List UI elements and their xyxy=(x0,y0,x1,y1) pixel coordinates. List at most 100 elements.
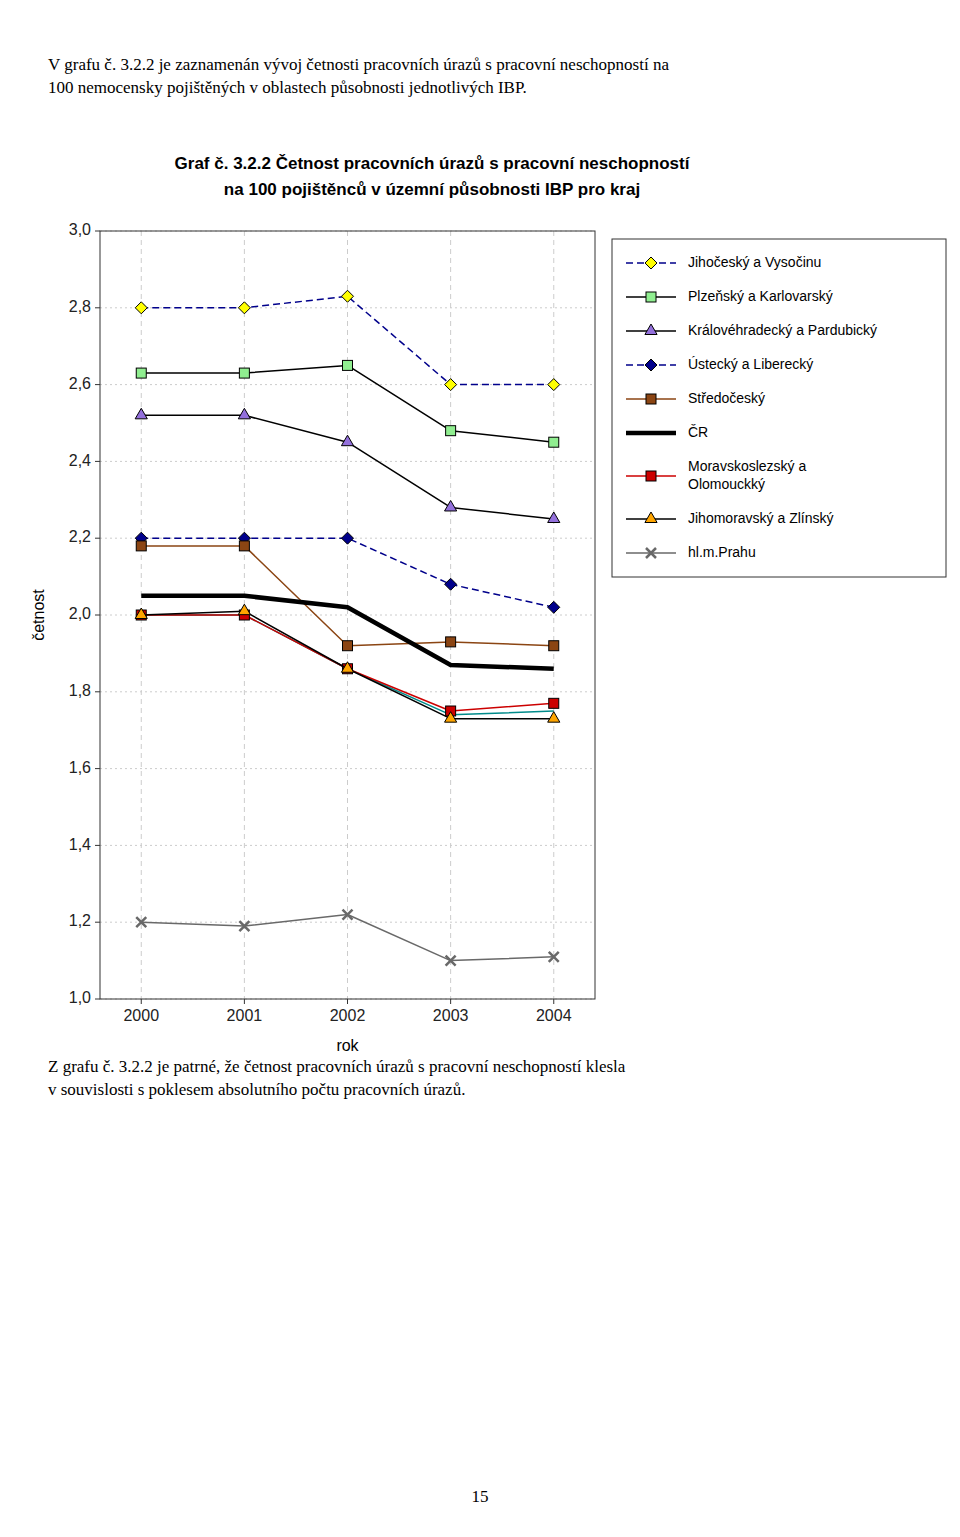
point xyxy=(238,604,250,615)
legend-label: Plzeňský a Karlovarský xyxy=(688,288,833,304)
legend-label-line: hl.m.Prahu xyxy=(688,544,756,560)
legend-label-line: Ústecký a Liberecký xyxy=(688,356,813,372)
series-line xyxy=(141,365,554,442)
paragraph: v souvislosti s poklesem absolutního poč… xyxy=(48,1080,465,1099)
y-tick-label: 2,8 xyxy=(69,298,91,315)
legend-label: Jihočeský a Vysočinu xyxy=(688,254,821,270)
point xyxy=(445,712,457,723)
point xyxy=(343,641,353,651)
point xyxy=(445,500,457,511)
series xyxy=(135,532,560,613)
series xyxy=(136,910,559,966)
x-tick xyxy=(347,999,348,1004)
series-line xyxy=(141,915,554,961)
point xyxy=(343,910,353,920)
y-tick-label: 2,0 xyxy=(69,605,91,622)
y-tick-label: 3,0 xyxy=(69,221,91,238)
legend-label-line: Jihočeský a Vysočinu xyxy=(688,254,821,270)
y-tick-label: 2,6 xyxy=(69,375,91,392)
point xyxy=(343,360,353,370)
point xyxy=(549,641,559,651)
plot-frame xyxy=(100,231,595,999)
legend-frame xyxy=(612,239,946,577)
x-grid-line xyxy=(553,231,554,999)
legend-label-line: Královéhradecký a Pardubický xyxy=(688,322,877,338)
y-tick-label: 2,4 xyxy=(69,452,91,469)
series-line xyxy=(141,596,554,669)
point xyxy=(136,541,146,551)
x-grid-line xyxy=(450,231,451,999)
point xyxy=(548,379,560,391)
page: V grafu č. 3.2.2 je zaznamenán vývoj čet… xyxy=(0,0,960,1537)
legend-marker xyxy=(645,257,657,269)
legend-label: Královéhradecký a Pardubický xyxy=(688,322,877,338)
point xyxy=(446,956,456,966)
x-tick xyxy=(553,999,554,1004)
x-axis-label: rok xyxy=(336,1037,359,1054)
legend-label: Středočeský xyxy=(688,390,765,406)
point xyxy=(136,368,146,378)
x-grid-line xyxy=(347,231,348,999)
y-tick-label: 2,2 xyxy=(69,528,91,545)
series-line xyxy=(141,611,554,719)
point xyxy=(239,921,249,931)
y-tick xyxy=(95,845,100,846)
y-tick xyxy=(95,768,100,769)
point xyxy=(445,578,457,590)
axes: 1,01,21,41,61,82,02,22,42,62,83,02000200… xyxy=(30,221,595,1054)
legend-marker xyxy=(646,292,656,302)
legend-label-line: Olomouckký xyxy=(688,476,765,492)
legend-label-line: Středočeský xyxy=(688,390,765,406)
y-tick xyxy=(95,538,100,539)
y-tick-label: 1,6 xyxy=(69,759,91,776)
y-tick xyxy=(95,922,100,923)
point xyxy=(342,532,354,544)
point xyxy=(549,698,559,708)
grid xyxy=(100,231,595,999)
legend-label-line: ČR xyxy=(688,424,708,440)
x-tick xyxy=(450,999,451,1004)
point xyxy=(135,408,147,419)
y-grid-line xyxy=(100,461,595,462)
legend-marker xyxy=(645,359,657,371)
y-axis-label: četnost xyxy=(30,589,47,641)
legend-label-line: Jihomoravský a Zlínský xyxy=(688,510,833,526)
x-tick xyxy=(141,999,142,1004)
point xyxy=(548,512,560,523)
point xyxy=(136,917,146,927)
legend-label: Moravskoslezský aOlomouckký xyxy=(688,458,806,492)
legend-marker xyxy=(646,548,656,558)
point xyxy=(135,302,147,314)
legend-marker xyxy=(646,471,656,481)
x-tick-label: 2002 xyxy=(330,1007,366,1024)
point xyxy=(238,302,250,314)
legend-label: hl.m.Prahu xyxy=(688,544,756,560)
y-tick xyxy=(95,231,100,232)
paragraph: V grafu č. 3.2.2 je zaznamenán vývoj čet… xyxy=(48,55,669,74)
legend-marker xyxy=(645,512,657,523)
chart-title: Graf č. 3.2.2 Četnost pracovních úrazů s… xyxy=(175,154,691,199)
legend-label: Jihomoravský a Zlínský xyxy=(688,510,833,526)
series xyxy=(135,290,560,390)
y-tick xyxy=(95,307,100,308)
y-grid-line xyxy=(100,768,595,769)
x-tick-label: 2003 xyxy=(433,1007,469,1024)
legend-marker xyxy=(645,324,657,335)
point xyxy=(135,608,147,619)
y-tick-label: 1,8 xyxy=(69,682,91,699)
series xyxy=(135,408,560,522)
paragraph: 100 nemocensky pojištěných v oblastech p… xyxy=(48,78,527,97)
point xyxy=(549,437,559,447)
series xyxy=(135,604,560,722)
point xyxy=(341,435,353,446)
series xyxy=(141,596,554,669)
series-line xyxy=(141,415,554,519)
point xyxy=(549,952,559,962)
point xyxy=(341,662,353,673)
series-group xyxy=(135,290,560,965)
legend-marker xyxy=(646,394,656,404)
y-tick xyxy=(95,615,100,616)
paragraph: Z grafu č. 3.2.2 je patrné, že četnost p… xyxy=(48,1057,626,1076)
legend-label: ČR xyxy=(688,424,708,440)
y-tick xyxy=(95,691,100,692)
